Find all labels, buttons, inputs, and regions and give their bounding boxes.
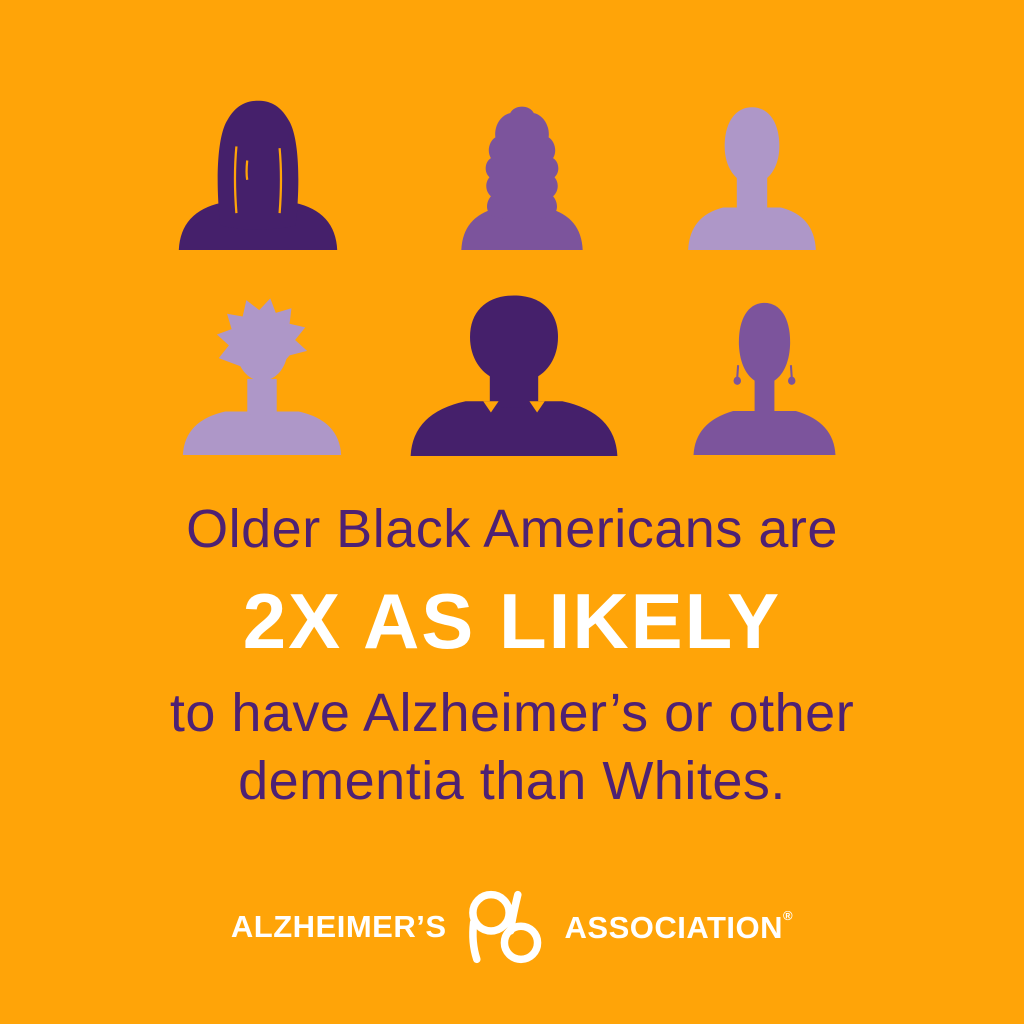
alzheimers-association-mark-icon <box>468 890 541 964</box>
headline-line3: dementia than Whites. <box>238 751 786 811</box>
person-with-natural-curls-icon <box>182 298 342 455</box>
person-with-short-hair-icon <box>688 107 816 250</box>
woman-with-earrings-icon <box>693 302 836 455</box>
alzheimers-association-logo: ALZHEIMER’S ASSOCIATION® <box>0 886 1024 968</box>
logo-text-association: ASSOCIATION® <box>565 908 794 946</box>
headline-line2: to have Alzheimer’s or other <box>169 683 855 743</box>
headline-line1: Older Black Americans are <box>186 499 838 559</box>
logo-text-alzheimers: ALZHEIMER’S <box>230 909 447 944</box>
man-with-short-hair-icon <box>410 295 618 456</box>
woman-with-braids-icon <box>178 100 338 250</box>
woman-with-long-curly-hair-icon <box>461 106 583 250</box>
logo-text-association-word: ASSOCIATION <box>564 910 784 945</box>
registered-trademark: ® <box>783 908 794 923</box>
stat-text: 2X AS LIKELY <box>242 577 782 665</box>
